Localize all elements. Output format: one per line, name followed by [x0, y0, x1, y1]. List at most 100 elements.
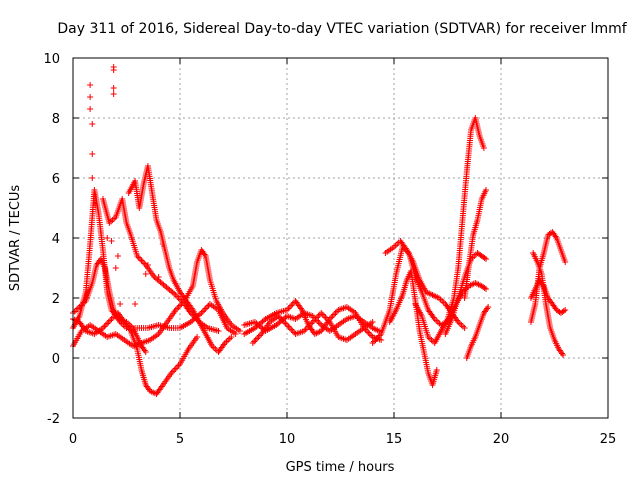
data-point: [144, 262, 151, 268]
data-point: [481, 285, 488, 291]
data-point: [201, 307, 208, 313]
data-point: [104, 235, 111, 241]
data-point: [288, 326, 295, 333]
data-point: [483, 256, 490, 262]
data-point: [159, 241, 166, 247]
data-point: [319, 311, 326, 318]
data-point: [110, 67, 117, 73]
y-tick-label: -2: [47, 412, 60, 427]
data-point: [110, 91, 117, 97]
x-tick-label: 5: [176, 432, 184, 447]
data-point: [132, 301, 139, 307]
data-point: [110, 85, 117, 91]
data-marks: [70, 64, 569, 397]
data-point: [89, 151, 96, 157]
data-point: [137, 256, 144, 262]
y-tick-label: 4: [52, 232, 60, 247]
data-point: [89, 121, 96, 127]
data-point: [172, 365, 179, 372]
data-point: [318, 310, 325, 316]
data-point: [288, 302, 295, 309]
data-point: [101, 323, 108, 330]
data-point: [199, 308, 206, 315]
data-point: [114, 253, 121, 259]
series-arc-p: [461, 187, 490, 301]
data-point: [329, 313, 336, 319]
y-tick-label: 2: [52, 292, 60, 307]
data-point: [480, 145, 487, 151]
data-point: [142, 271, 149, 277]
data-point: [138, 257, 145, 264]
y-axis-label: SDTVAR / TECUs: [8, 185, 23, 292]
data-point: [117, 301, 124, 307]
data-point: [286, 325, 293, 331]
data-point: [87, 106, 94, 112]
data-point: [483, 286, 490, 292]
data-point: [332, 310, 339, 316]
series-arc-d: [70, 256, 239, 337]
data-point: [112, 265, 119, 271]
series-arc-l: [386, 268, 440, 388]
data-point: [315, 313, 322, 319]
data-point: [141, 260, 148, 267]
data-point: [284, 322, 290, 328]
grid-lines: [73, 58, 608, 418]
data-point: [202, 305, 209, 312]
series-arc-o: [463, 304, 492, 361]
data-point: [315, 319, 322, 325]
axis-ticks: 0 5 10 15 20 25 -2 0 2 4 6 8 10: [43, 52, 616, 447]
data-point: [251, 338, 258, 345]
x-tick-label: 0: [69, 432, 77, 447]
data-point: [313, 314, 320, 321]
data-point: [107, 317, 114, 324]
data-point: [87, 94, 94, 100]
data-point: [369, 319, 376, 325]
data-point: [236, 328, 243, 334]
x-tick-label: 15: [386, 432, 403, 447]
data-point: [485, 304, 492, 310]
data-point: [433, 367, 440, 373]
series-arc-s: [530, 250, 567, 358]
data-point: [309, 319, 316, 325]
series-arc-f: [99, 196, 222, 334]
data-point: [174, 293, 181, 300]
data-point: [311, 317, 318, 324]
data-point: [89, 175, 96, 181]
series-arc-j: [369, 244, 490, 346]
data-point: [562, 307, 569, 313]
data-point: [483, 187, 490, 193]
data-point: [256, 332, 263, 339]
data-point: [285, 323, 292, 330]
data-point: [155, 274, 162, 280]
data-point: [328, 314, 335, 321]
data-point: [562, 259, 569, 265]
data-point: [169, 368, 176, 375]
data-point: [102, 322, 109, 328]
data-point: [104, 320, 111, 327]
y-tick-label: 0: [52, 352, 60, 367]
series-arc-b: [70, 310, 201, 397]
data-point: [255, 334, 262, 340]
data-point: [174, 305, 181, 312]
data-point: [254, 335, 261, 342]
data-point: [174, 364, 181, 370]
series-arc-i: [249, 310, 376, 346]
data-point: [369, 340, 376, 346]
data-point: [249, 340, 256, 346]
data-point: [560, 352, 567, 358]
x-tick-label: 25: [600, 432, 617, 447]
data-point: [286, 304, 293, 310]
data-point: [331, 311, 338, 318]
x-axis-label: GPS time / hours: [286, 460, 395, 475]
data-point: [560, 308, 567, 314]
data-point: [252, 337, 259, 343]
y-tick-label: 6: [52, 172, 60, 187]
data-point: [177, 302, 183, 309]
data-point: [365, 329, 372, 336]
data-point: [171, 367, 178, 373]
data-point: [228, 334, 235, 340]
data-point: [108, 238, 115, 244]
data-point: [312, 316, 319, 322]
x-tick-label: 20: [493, 432, 510, 447]
series-arc-e: [125, 163, 235, 355]
